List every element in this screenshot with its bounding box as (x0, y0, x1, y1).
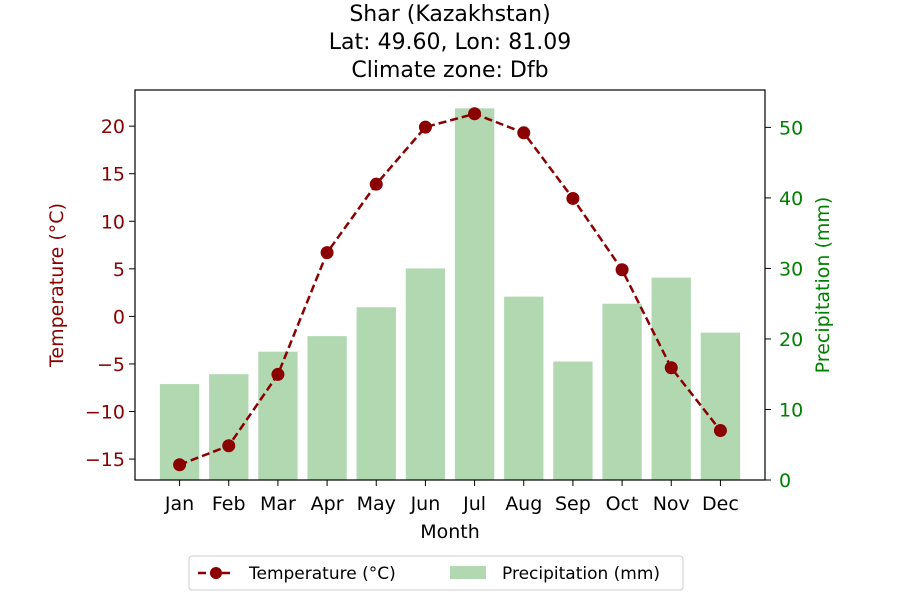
x-tick-label: Sep (555, 493, 591, 515)
y-right-tick-label: 40 (779, 188, 803, 210)
x-tick-label: Feb (212, 493, 246, 515)
y-right-tick-label: 0 (779, 470, 791, 492)
x-tick-label: Dec (702, 493, 739, 515)
temperature-point-oct (615, 263, 629, 277)
y-right-tick-label: 30 (779, 258, 803, 280)
y-left-tick-label: 0 (113, 306, 125, 328)
x-tick-label: Aug (505, 493, 542, 515)
y-right-tick-label: 50 (779, 117, 803, 139)
temperature-point-nov (664, 361, 678, 375)
temperature-point-feb (222, 439, 236, 453)
x-tick-label: May (357, 493, 396, 515)
x-axis-label: Month (420, 521, 480, 543)
precipitation-bar-aug (504, 296, 544, 480)
precipitation-bar-nov (651, 277, 691, 480)
y-left-tick-label: 20 (101, 116, 125, 138)
temperature-point-jul (468, 107, 482, 121)
legend-precipitation-swatch (450, 566, 486, 579)
legend-temperature-marker (210, 567, 222, 579)
temperature-point-sep (566, 191, 580, 205)
y-left-tick-label: 15 (101, 164, 125, 186)
x-tick-label: Mar (260, 493, 296, 515)
precipitation-bars (159, 108, 741, 480)
y-axis-left: −15 −10 −5 0 5 10 15 20 (85, 116, 135, 471)
legend: Temperature (°C) Precipitation (mm) (188, 555, 684, 591)
temperature-point-jan (173, 458, 187, 472)
legend-precipitation-label: Precipitation (mm) (502, 564, 660, 584)
precipitation-bar-oct (602, 303, 642, 480)
precipitation-bar-may (356, 307, 396, 480)
x-axis: Jan Feb Mar Apr May Jun Jul Aug Sep Oct Nov Dec (164, 480, 739, 515)
precipitation-bar-sep (553, 361, 593, 480)
precipitation-bar-apr (307, 336, 347, 480)
y-left-tick-label: −5 (97, 354, 125, 376)
temperature-line (179, 112, 722, 466)
x-tick-label: Jul (462, 493, 486, 515)
precipitation-bar-dec (700, 332, 741, 480)
y-right-tick-label: 10 (779, 399, 803, 421)
y-axis-right-label: Precipitation (mm) (812, 197, 834, 374)
x-tick-label: Jan (164, 493, 194, 515)
y-left-tick-label: 5 (113, 259, 125, 281)
chart-title-line-1: Shar (Kazakhstan) (349, 2, 550, 27)
x-tick-label: Jun (410, 493, 441, 515)
temperature-point-mar (271, 367, 285, 381)
chart-title-line-2: Lat: 49.60, Lon: 81.09 (329, 30, 571, 55)
chart-title-line-3: Climate zone: Dfb (351, 58, 548, 83)
y-left-tick-label: 10 (101, 211, 125, 233)
y-axis-right: 0 10 20 30 40 50 (765, 117, 803, 492)
plot-frame (134, 89, 766, 481)
temperature-series (173, 107, 727, 472)
y-left-tick-label: −15 (85, 449, 125, 471)
x-tick-label: Oct (606, 493, 639, 515)
precipitation-bar-jun (405, 268, 446, 480)
temperature-point-jun (418, 120, 432, 134)
x-tick-label: Apr (311, 493, 344, 515)
temperature-point-aug (517, 126, 531, 140)
y-axis-left-label: Temperature (°C) (46, 203, 68, 368)
precipitation-bar-jul (454, 108, 495, 480)
legend-temperature-label: Temperature (°C) (248, 564, 396, 584)
legend-box (188, 555, 684, 591)
temperature-point-may (369, 177, 383, 191)
x-tick-label: Nov (653, 493, 690, 515)
temperature-point-dec (713, 424, 727, 438)
y-right-tick-label: 20 (779, 329, 803, 351)
y-left-tick-label: −10 (85, 402, 125, 424)
temperature-point-apr (320, 246, 334, 260)
